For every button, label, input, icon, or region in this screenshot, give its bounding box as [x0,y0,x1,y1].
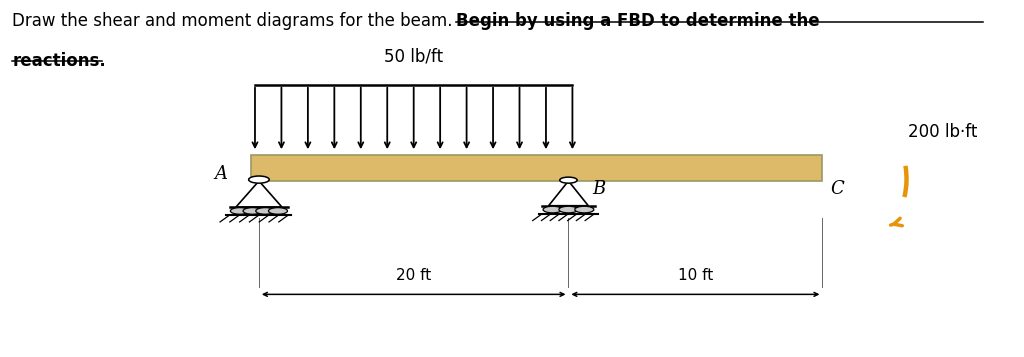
Text: C: C [829,180,844,198]
Text: 20 ft: 20 ft [396,268,431,283]
Circle shape [559,206,578,213]
Circle shape [574,206,594,213]
Polygon shape [549,181,588,206]
Circle shape [249,176,269,183]
Text: Draw the shear and moment diagrams for the beam.: Draw the shear and moment diagrams for t… [12,12,463,30]
Text: 50 lb/ft: 50 lb/ft [384,47,443,66]
Bar [251,155,822,181]
Circle shape [256,208,274,214]
Text: A: A [214,165,227,183]
Text: B: B [592,180,605,198]
Text: 10 ft: 10 ft [678,268,713,283]
Circle shape [230,208,250,214]
Circle shape [243,208,262,214]
Text: reactions.: reactions. [12,52,106,70]
Text: 200 lb·ft: 200 lb·ft [908,123,978,141]
Circle shape [543,206,562,213]
Text: Begin by using a FBD to determine the: Begin by using a FBD to determine the [456,12,819,30]
Circle shape [268,208,288,214]
Polygon shape [236,181,282,207]
Circle shape [560,177,578,183]
